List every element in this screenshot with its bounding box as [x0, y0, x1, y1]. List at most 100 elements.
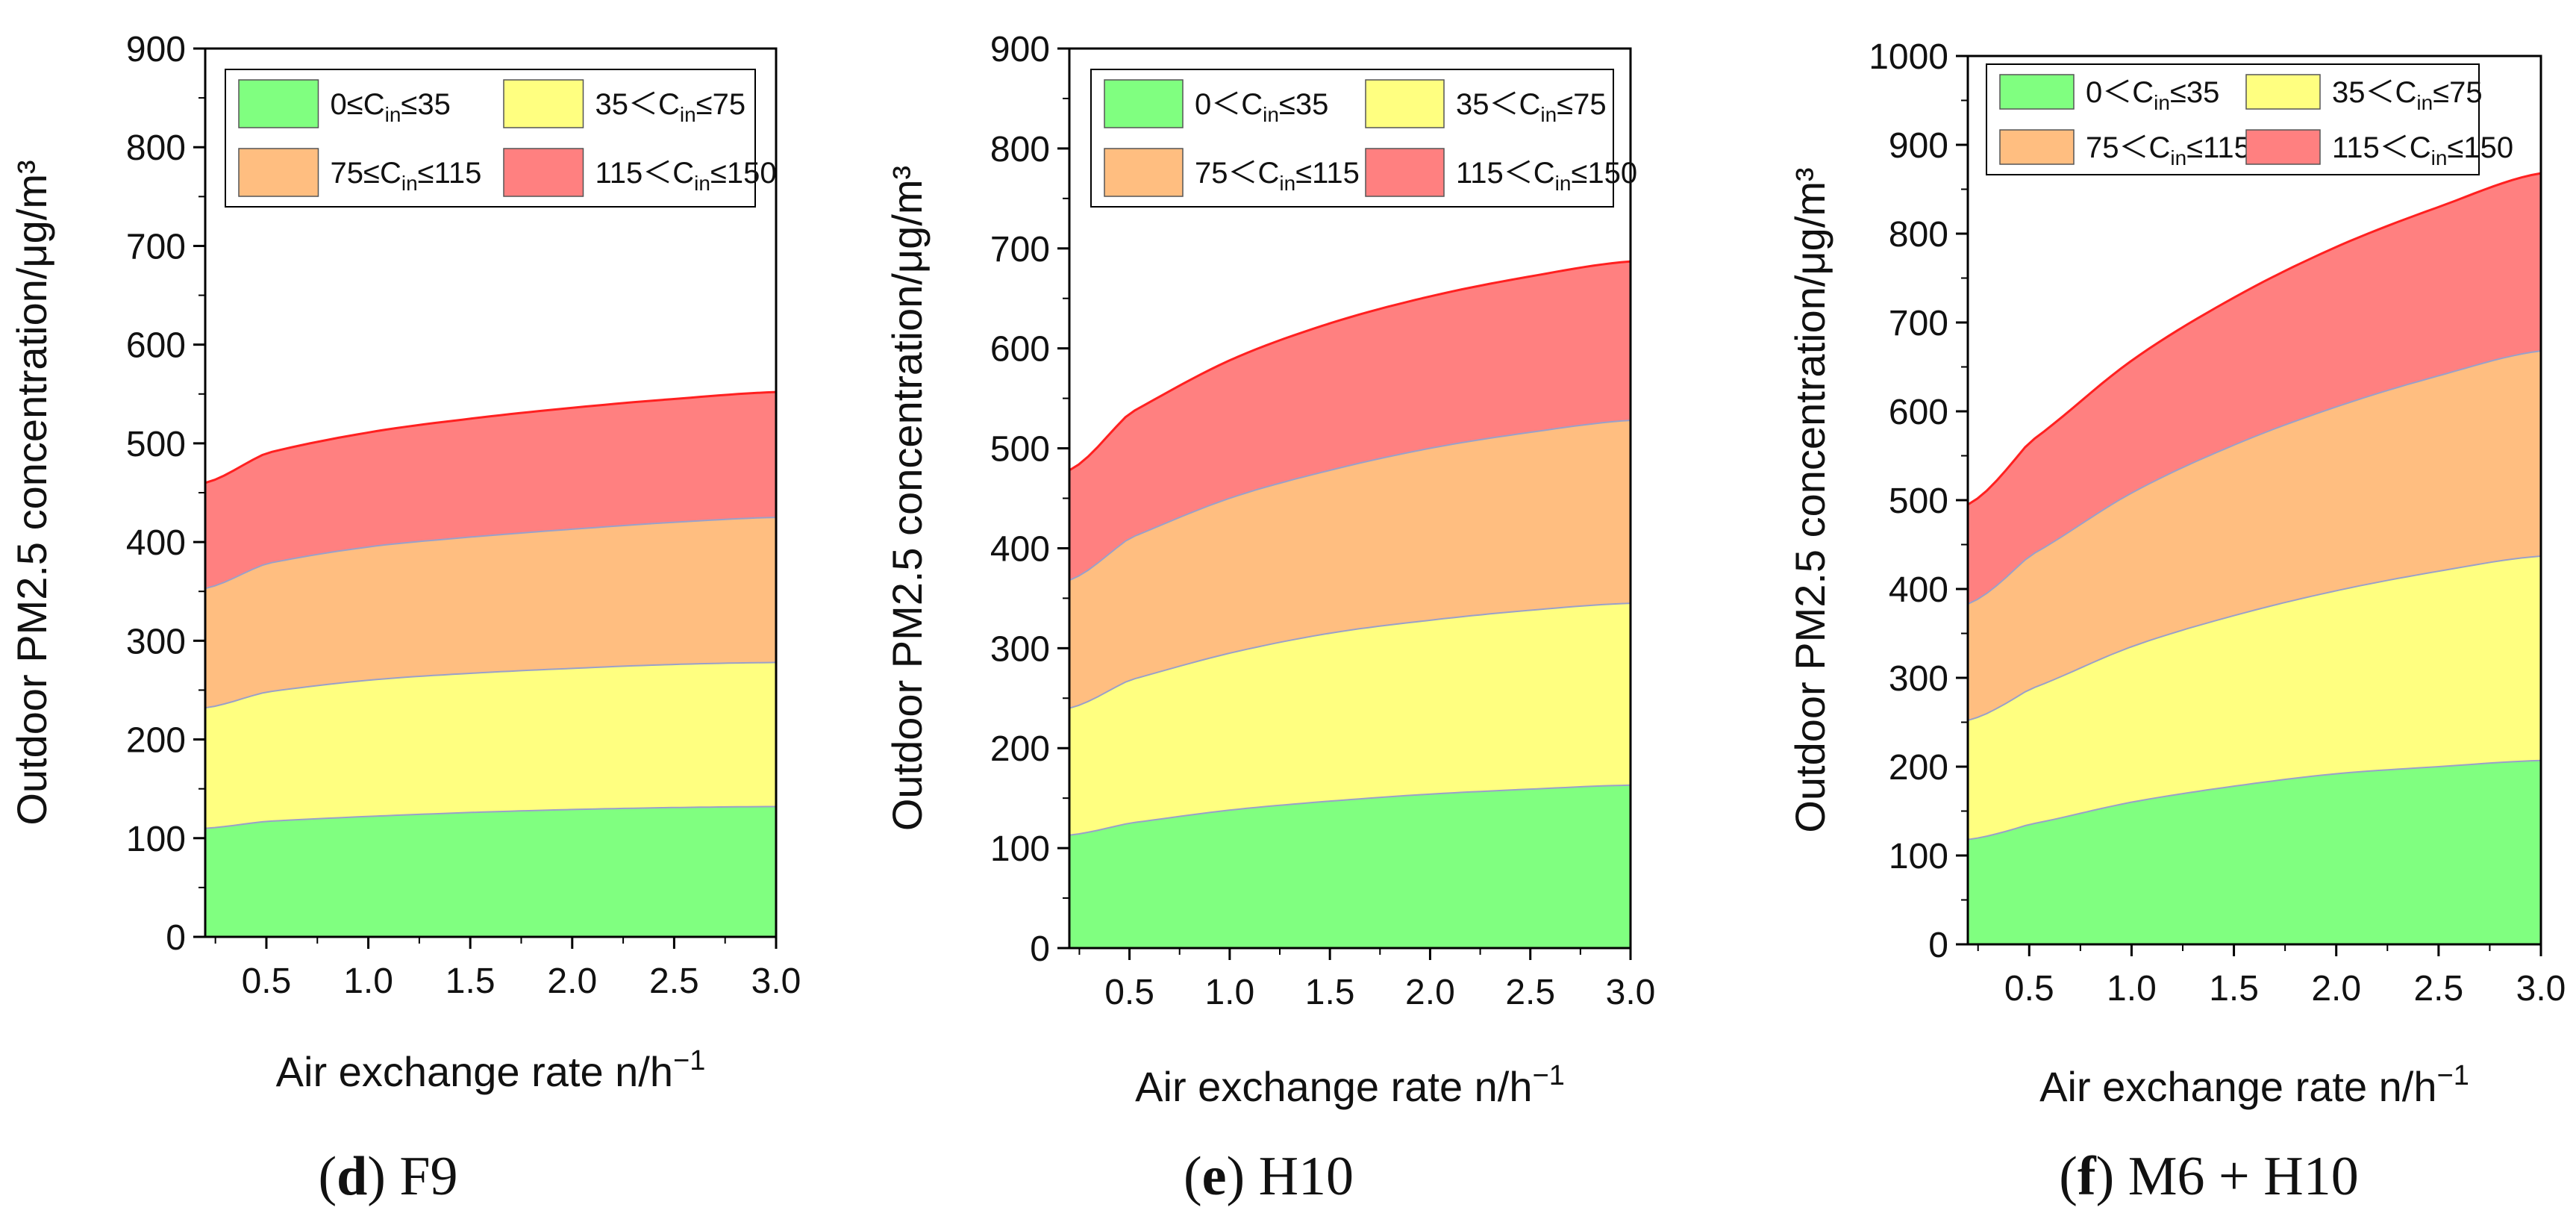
x-tick-label: 1.5	[1305, 973, 1355, 1012]
y-tick-label: 1000	[1869, 37, 1948, 77]
legend-label: 115＜Cin≤150	[595, 157, 777, 195]
legend: 0＜Cin≤35 35＜Cin≤75 75＜Cin≤115 115＜Cin≤150	[1986, 63, 2513, 175]
x-tick-label: 2.5	[649, 961, 699, 1001]
y-tick-label: 900	[990, 30, 1050, 69]
y-tick-label: 700	[990, 230, 1050, 269]
y-tick-label: 500	[126, 425, 186, 464]
legend-swatch-orange	[238, 148, 319, 197]
y-tick-label: 700	[1889, 304, 1948, 343]
y-tick-label: 200	[1889, 748, 1948, 788]
legend-label: 75＜Cin≤115	[2086, 131, 2251, 169]
legend-swatch-green	[1104, 79, 1184, 128]
area-band-yellow	[205, 662, 776, 829]
panel-caption: (e) H10	[1184, 1146, 1354, 1207]
panel-caption: (d) F9	[318, 1146, 457, 1207]
x-tick-label: 1.0	[1204, 973, 1254, 1012]
legend-label: 35＜Cin≤75	[2332, 76, 2483, 114]
y-tick-label: 300	[1889, 659, 1948, 699]
series-line-red	[1069, 260, 1631, 472]
y-tick-label: 200	[990, 729, 1050, 769]
x-tick-label: 1.5	[446, 961, 495, 1001]
legend-swatch-yellow	[2245, 74, 2321, 110]
x-tick-label: 3.0	[1606, 973, 1656, 1012]
y-tick-label: 100	[126, 820, 186, 859]
legend-swatch-red	[1365, 148, 1445, 197]
legend-label: 0≤Cin≤35	[331, 88, 451, 126]
legend-label: 0＜Cin≤35	[2086, 76, 2219, 114]
legend-label: 75≤Cin≤115	[331, 157, 482, 195]
series-line-orange	[1069, 420, 1631, 582]
y-tick-label: 600	[990, 330, 1050, 370]
y-tick-label: 300	[990, 629, 1050, 669]
y-axis-title: Outdoor PM2.5 concentration/μg/m³	[1786, 167, 1833, 832]
legend-swatch-red	[503, 148, 584, 197]
legend-swatch-yellow	[503, 79, 584, 128]
legend-label: 0＜Cin≤35	[1195, 88, 1328, 126]
legend-label: 75＜Cin≤115	[1195, 157, 1360, 195]
x-tick-label: 2.0	[1405, 973, 1455, 1012]
chart-panel-d: 0 100 200 300 400 500 600 700 800 900 0.5 1.0 1.5 2.0…	[8, 30, 801, 1207]
area-band-orange	[205, 517, 776, 708]
x-tick-label: 2.0	[547, 961, 597, 1001]
y-tick-label: 400	[1889, 570, 1948, 610]
area-band-red	[1069, 261, 1631, 581]
y-tick-label: 0	[166, 918, 186, 958]
series-line-orange	[204, 517, 777, 590]
y-tick-label: 500	[990, 430, 1050, 470]
legend-label: 35＜Cin≤75	[595, 88, 746, 126]
series-line-green	[1967, 759, 2542, 841]
x-tick-label: 0.5	[2004, 969, 2054, 1009]
series-line-yellow	[204, 661, 777, 709]
y-tick-label: 900	[1889, 126, 1948, 166]
x-tick-label: 2.0	[2311, 969, 2361, 1009]
legend-swatch-orange	[1999, 129, 2075, 165]
series-line-yellow	[1069, 602, 1631, 709]
area-band-red	[1968, 173, 2541, 605]
y-tick-label: 0	[1928, 926, 1948, 965]
legend-label: 115＜Cin≤150	[2332, 131, 2513, 169]
area-band-green	[1069, 785, 1631, 948]
x-tick-label: 2.5	[1505, 973, 1555, 1012]
x-tick-label: 1.0	[2107, 969, 2157, 1009]
area-band-orange	[1069, 420, 1631, 708]
area-band-orange	[1968, 351, 2541, 721]
y-tick-label: 900	[126, 30, 186, 69]
legend-swatch-green	[238, 79, 319, 128]
y-tick-label: 600	[126, 326, 186, 366]
series-line-green	[1069, 784, 1631, 836]
y-tick-label: 400	[126, 523, 186, 563]
legend-swatch-green	[1999, 74, 2075, 110]
y-tick-label: 100	[1889, 837, 1948, 876]
y-tick-label: 600	[1889, 393, 1948, 432]
chart-panel-e: 0 100 200 300 400 500 600 700 800 900 0.5 1.0 1.5 2.0…	[884, 30, 1655, 1207]
y-axis-title: Outdoor PM2.5 concentration/μg/m³	[8, 160, 55, 825]
series-line-green	[204, 805, 776, 829]
y-tick-label: 200	[126, 721, 186, 761]
y-axis-title: Outdoor PM2.5 concentration/μg/m³	[884, 166, 931, 831]
series-line-red	[204, 390, 777, 484]
x-tick-label: 3.0	[751, 961, 801, 1001]
y-tick-label: 500	[1889, 481, 1948, 521]
legend-swatch-yellow	[1365, 79, 1445, 128]
x-tick-label: 1.5	[2209, 969, 2259, 1009]
y-tick-label: 800	[126, 128, 186, 168]
x-tick-label: 3.0	[2516, 969, 2566, 1009]
y-tick-label: 300	[126, 622, 186, 661]
x-axis-title: Air exchange rate n/h−1	[276, 1045, 706, 1095]
area-band-yellow	[1069, 603, 1631, 835]
panel-caption: (f) M6 + H10	[2059, 1146, 2358, 1207]
legend-swatch-orange	[1104, 148, 1184, 197]
legend: 0≤Cin≤35 35＜Cin≤75 75≤Cin≤115 115＜Cin≤150	[225, 69, 777, 208]
y-tick-label: 800	[990, 130, 1050, 169]
y-tick-label: 700	[126, 227, 186, 267]
y-tick-label: 800	[1889, 215, 1948, 255]
legend-label: 115＜Cin≤150	[1456, 157, 1637, 195]
x-tick-label: 0.5	[1104, 973, 1154, 1012]
x-axis-title: Air exchange rate n/h−1	[1135, 1060, 1565, 1110]
series-line-yellow	[1967, 555, 2542, 722]
y-tick-label: 0	[1030, 929, 1050, 969]
x-axis-title: Air exchange rate n/h−1	[2039, 1060, 2469, 1110]
area-band-green	[205, 806, 776, 937]
y-tick-label: 100	[990, 829, 1050, 869]
